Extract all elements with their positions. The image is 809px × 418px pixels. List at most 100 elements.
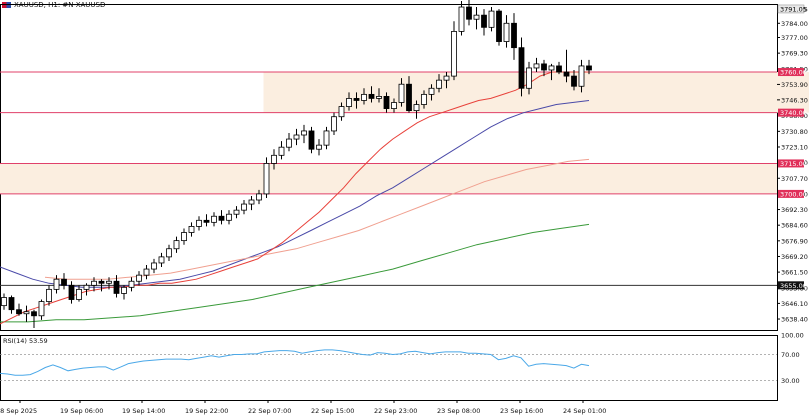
time-tick-label: 18 Sep 2025	[0, 407, 37, 415]
candle-body[interactable]	[233, 209, 240, 215]
candle-body[interactable]	[188, 226, 195, 233]
candle-body[interactable]	[151, 262, 157, 270]
candle-body[interactable]	[376, 96, 382, 99]
candle-body[interactable]	[263, 163, 270, 195]
level-tag-label: 3760.00	[780, 69, 807, 77]
candle-body[interactable]	[421, 93, 427, 105]
candle-body[interactable]	[158, 256, 165, 264]
candle-body[interactable]	[451, 31, 457, 77]
candle-body[interactable]	[428, 87, 435, 95]
candle-body[interactable]	[293, 134, 300, 140]
candle-body[interactable]	[8, 297, 15, 311]
candle-body[interactable]	[211, 215, 217, 223]
price-tick-label: 3707.70	[781, 175, 808, 183]
candle-body[interactable]	[301, 130, 307, 136]
candle-body[interactable]	[533, 63, 540, 69]
candle-body[interactable]	[383, 96, 390, 109]
candle-body[interactable]	[413, 104, 420, 112]
candle-body[interactable]	[38, 301, 45, 317]
level-tag-label: 3715.00	[780, 160, 807, 168]
candle-body[interactable]	[241, 203, 247, 211]
candle-body[interactable]	[76, 288, 82, 300]
candle-body[interactable]	[541, 63, 547, 71]
price-tick-label: 3646.10	[781, 300, 808, 308]
candle-body[interactable]	[526, 67, 532, 89]
rsi-tick-label: 70.00	[781, 351, 800, 359]
price-tick-label: 3730.80	[781, 128, 808, 136]
candle-body[interactable]	[23, 311, 30, 315]
time-tick-label: 19 Sep 22:00	[185, 407, 228, 415]
level-tag-label: 3740.00	[780, 109, 807, 117]
candle-body[interactable]	[271, 154, 277, 164]
candle-body[interactable]	[338, 106, 345, 118]
candle-body[interactable]	[511, 22, 517, 49]
candle-body[interactable]	[481, 14, 487, 28]
candle-body[interactable]	[1, 297, 7, 307]
candle-body[interactable]	[353, 98, 360, 101]
price-tick-label: 3723.10	[781, 143, 808, 151]
candle-body[interactable]	[46, 288, 52, 302]
candle-body[interactable]	[203, 219, 210, 223]
candle-body[interactable]	[16, 309, 22, 315]
candle-body[interactable]	[128, 280, 135, 288]
candle-body[interactable]	[443, 75, 450, 81]
price-tick-label: 3746.30	[781, 96, 808, 104]
level-tag-bg	[778, 189, 804, 198]
candle-body[interactable]	[143, 268, 150, 276]
candle-body[interactable]	[218, 215, 225, 221]
candle-body[interactable]	[196, 219, 202, 227]
candle-body[interactable]	[308, 130, 315, 150]
candle-body[interactable]	[31, 311, 37, 317]
candle-body[interactable]	[578, 65, 585, 87]
candle-body[interactable]	[346, 98, 352, 107]
candle-body[interactable]	[83, 284, 90, 290]
candle-body[interactable]	[503, 22, 510, 42]
candle-body[interactable]	[166, 248, 172, 258]
candle-body[interactable]	[316, 144, 322, 150]
candle-body[interactable]	[563, 71, 570, 77]
candle-body[interactable]	[458, 6, 465, 32]
time-tick-label: 22 Sep 23:00	[374, 407, 417, 415]
candle-body[interactable]	[556, 65, 562, 73]
level-tag-label: 3655.00	[780, 282, 807, 290]
candle-body[interactable]	[53, 278, 60, 290]
candle-body[interactable]	[98, 280, 105, 284]
candle-body[interactable]	[68, 284, 75, 300]
candle-body[interactable]	[278, 146, 285, 156]
candle-body[interactable]	[436, 79, 442, 89]
candle-body[interactable]	[466, 6, 472, 20]
candle-body[interactable]	[488, 10, 495, 28]
candle-body[interactable]	[173, 240, 180, 250]
candle-body[interactable]	[406, 83, 412, 112]
candle-body[interactable]	[571, 75, 577, 87]
candle-body[interactable]	[361, 93, 367, 101]
candle-body[interactable]	[61, 278, 67, 286]
time-tick-label: 23 Sep 08:00	[437, 407, 480, 415]
candle-body[interactable]	[106, 280, 112, 284]
candle-body[interactable]	[391, 102, 397, 109]
candle-body[interactable]	[496, 10, 502, 42]
price-tick-label: 3676.90	[781, 237, 808, 245]
candle-body[interactable]	[136, 274, 142, 282]
level-tag-bg	[778, 281, 804, 290]
candle-body[interactable]	[226, 213, 232, 221]
candle-body[interactable]	[113, 280, 120, 294]
candle-body[interactable]	[586, 65, 592, 71]
ma-mid-line	[0, 100, 590, 288]
candle-body[interactable]	[286, 138, 292, 148]
candle-body[interactable]	[256, 193, 262, 201]
candle-body[interactable]	[248, 199, 255, 205]
candle-body[interactable]	[473, 14, 480, 20]
level-tag-bg	[778, 108, 804, 117]
candle-body[interactable]	[323, 130, 330, 146]
candle-body[interactable]	[91, 280, 97, 286]
candle-body[interactable]	[548, 65, 555, 71]
candle-body[interactable]	[331, 116, 337, 132]
candle-body[interactable]	[398, 83, 405, 103]
candle-body[interactable]	[121, 286, 127, 294]
candle-body[interactable]	[368, 93, 375, 99]
candle-body[interactable]	[518, 47, 525, 89]
price-tick-label: 3753.90	[781, 81, 808, 89]
candle-body[interactable]	[181, 232, 187, 242]
